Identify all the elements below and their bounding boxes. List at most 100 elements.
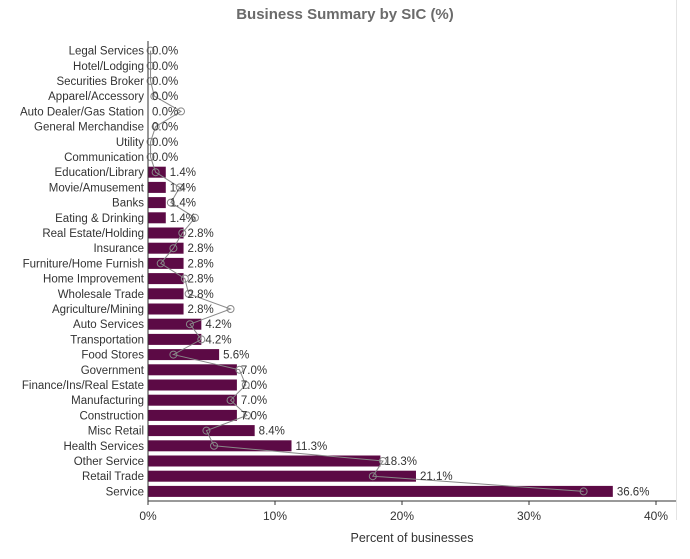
overlay-point bbox=[156, 259, 165, 268]
category-label: Movie/Amusement bbox=[49, 182, 145, 194]
bar-15 bbox=[148, 273, 184, 285]
category-label: Hotel/Lodging bbox=[73, 61, 144, 73]
x-tick-label: 30% bbox=[517, 509, 541, 523]
bar-12 bbox=[148, 227, 184, 239]
bar-9 bbox=[148, 181, 166, 193]
category-label: Utility bbox=[116, 137, 144, 149]
overlay-point bbox=[151, 168, 160, 177]
value-label: 0.0% bbox=[152, 152, 178, 164]
category-label: Furniture/Home Furnish bbox=[23, 258, 144, 270]
category-label: Finance/Ins/Real Estate bbox=[22, 380, 144, 392]
overlay-point bbox=[146, 77, 155, 85]
value-label: 4.2% bbox=[205, 319, 231, 331]
value-label: 0.0% bbox=[152, 122, 178, 134]
x-tick-label: 20% bbox=[390, 509, 414, 523]
category-label: Auto Dealer/Gas Station bbox=[20, 106, 144, 118]
value-label: 2.8% bbox=[188, 258, 214, 270]
chart-border bbox=[676, 0, 677, 520]
value-label: 1.4% bbox=[170, 198, 196, 210]
value-label: 18.3% bbox=[384, 456, 417, 468]
value-label: 0.0% bbox=[152, 91, 178, 103]
category-label: Communication bbox=[64, 152, 144, 164]
overlay-point bbox=[169, 350, 178, 359]
value-label: 2.8% bbox=[188, 289, 214, 301]
value-label: 7.0% bbox=[241, 380, 267, 392]
bar-27 bbox=[148, 455, 381, 467]
bar-19 bbox=[148, 333, 202, 345]
category-label: Misc Retail bbox=[88, 426, 144, 438]
value-label: 1.4% bbox=[170, 182, 196, 194]
value-label: 0.0% bbox=[152, 106, 178, 118]
overlay-point bbox=[210, 441, 219, 450]
value-label: 5.6% bbox=[223, 350, 249, 362]
value-label: 7.0% bbox=[241, 410, 267, 422]
bar-22 bbox=[148, 379, 237, 391]
overlay-point bbox=[151, 122, 160, 131]
bar-8 bbox=[148, 166, 166, 178]
overlay-point bbox=[146, 137, 155, 146]
x-tick-label: 0% bbox=[139, 509, 157, 523]
value-label: 36.6% bbox=[617, 486, 650, 498]
overlay-point bbox=[378, 457, 387, 465]
overlay-point bbox=[368, 472, 377, 481]
x-axis-label: Percent of businesses bbox=[350, 531, 474, 545]
value-label: 2.8% bbox=[188, 274, 214, 286]
overlay-point bbox=[146, 61, 155, 70]
value-label: 8.4% bbox=[259, 426, 285, 438]
overlay-point bbox=[177, 107, 186, 116]
overlay-point bbox=[202, 426, 211, 435]
value-label: 21.1% bbox=[420, 471, 453, 483]
value-label: 7.0% bbox=[241, 395, 267, 407]
chart-title: Business Summary by SIC (%) bbox=[236, 6, 454, 23]
bar-29 bbox=[148, 485, 613, 497]
category-label: Apparel/Accessory bbox=[48, 91, 144, 103]
bar-13 bbox=[148, 242, 184, 254]
overlay-point bbox=[146, 46, 155, 55]
overlay-point bbox=[150, 92, 159, 101]
bar-10 bbox=[148, 197, 166, 209]
bar-20 bbox=[148, 349, 220, 361]
overlay-point bbox=[146, 153, 155, 161]
value-label: 2.8% bbox=[188, 228, 214, 240]
bar-28 bbox=[148, 470, 416, 482]
category-label: Health Services bbox=[63, 441, 144, 453]
value-label: 1.4% bbox=[170, 213, 196, 225]
bar-14 bbox=[148, 257, 184, 269]
overlay-point bbox=[175, 183, 184, 192]
overlay-point bbox=[579, 487, 588, 496]
bar-24 bbox=[148, 409, 237, 421]
category-label: Agriculture/Mining bbox=[52, 304, 144, 316]
bar-26 bbox=[148, 440, 292, 452]
category-label: Transportation bbox=[70, 334, 144, 346]
category-label: Education/Library bbox=[55, 167, 145, 179]
value-label: 2.8% bbox=[188, 304, 214, 316]
category-label: General Merchandise bbox=[34, 122, 144, 134]
category-label: Retail Trade bbox=[82, 471, 144, 483]
category-label: Other Service bbox=[74, 456, 144, 468]
overlay-point bbox=[166, 198, 175, 207]
bar-18 bbox=[148, 318, 202, 330]
bar-23 bbox=[148, 394, 237, 406]
value-label: 1.4% bbox=[170, 167, 196, 179]
value-label: 11.3% bbox=[296, 441, 328, 453]
category-label: Manufacturing bbox=[71, 395, 144, 407]
overlay-point bbox=[226, 396, 235, 405]
value-label: 0.0% bbox=[152, 46, 178, 58]
bar-25 bbox=[148, 425, 255, 437]
value-label: 4.2% bbox=[205, 334, 231, 346]
overlay-point bbox=[169, 244, 178, 253]
overlay-point bbox=[178, 229, 187, 237]
value-label: 7.0% bbox=[241, 365, 267, 377]
value-label: 0.0% bbox=[152, 76, 178, 88]
category-label: Home Improvement bbox=[43, 274, 145, 286]
x-tick-label: 40% bbox=[644, 509, 668, 523]
bar-17 bbox=[148, 303, 184, 315]
category-label: Eating & Drinking bbox=[55, 213, 144, 225]
category-label: Government bbox=[81, 365, 145, 377]
category-label: Real Estate/Holding bbox=[42, 228, 144, 240]
category-label: Service bbox=[106, 486, 144, 498]
x-tick-label: 10% bbox=[263, 509, 287, 523]
overlay-point bbox=[185, 320, 194, 329]
bar-11 bbox=[148, 212, 166, 224]
